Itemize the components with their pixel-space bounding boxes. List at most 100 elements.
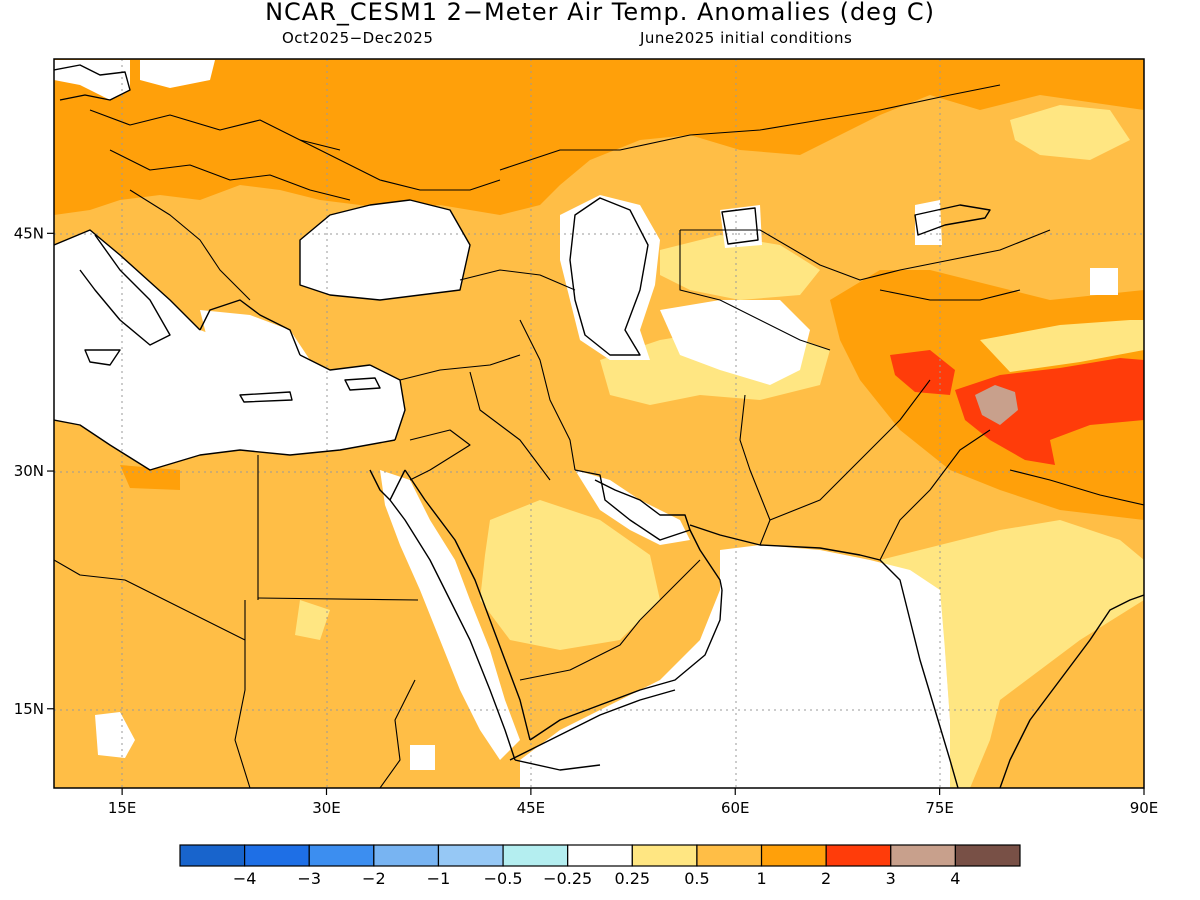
anomaly-blacksea-white (300, 200, 470, 300)
border-afghanistan-pakistan (769, 379, 931, 521)
border-iran-afghanistan (739, 394, 771, 546)
colorbar-swatch (631, 844, 698, 867)
border-caucasus (459, 269, 576, 291)
lon-tick-label: 60E (721, 799, 750, 817)
coast-sicily (84, 349, 121, 366)
coast-sinai (369, 469, 406, 501)
coast-aegean (199, 299, 301, 356)
coast-levant (369, 364, 406, 441)
border-europe-c (129, 189, 251, 301)
border-turkmenistan-uzbek (679, 230, 831, 351)
lat-tick-label: 30N (14, 462, 44, 480)
anomaly-redsea-white (380, 470, 520, 760)
coast-baltic (54, 64, 131, 101)
colorbar-label: −4 (233, 869, 257, 888)
colorbar-label: −3 (297, 869, 321, 888)
anomaly-tibet-2to3 (955, 358, 1144, 465)
coast-italy (79, 234, 171, 346)
colorbar: −4 −3 −2 −1 −0.5 −0.25 0.25 0.5 1 2 3 4 (179, 844, 1021, 888)
lon-tick-label: 30E (312, 799, 341, 817)
initial-conditions: June2025 initial conditions (640, 29, 853, 47)
border-chad-sudan (234, 640, 251, 788)
map-frame (53, 58, 1145, 789)
anomaly-sahara-strip-1to2 (120, 465, 180, 490)
border-jordan-saudi (409, 429, 471, 481)
colorbar-label: 4 (950, 869, 960, 888)
coastlines (54, 64, 1144, 788)
coast-red-sea-east (404, 469, 531, 741)
coast-iran-pakistan (689, 524, 881, 561)
coast-adriatic (54, 229, 201, 331)
colorbar-swatch (502, 844, 569, 867)
colorbar-label: 3 (886, 869, 896, 888)
colorbar-label: 0.5 (684, 869, 709, 888)
anomaly-karakoram-3to4 (975, 385, 1018, 425)
coast-cyprus (344, 377, 381, 391)
anomaly-arabia-0p25 (480, 500, 660, 650)
lon-tick-label: 90E (1130, 799, 1159, 817)
colorbar-label: 2 (821, 869, 831, 888)
lon-tick-label: 45E (517, 799, 546, 817)
graticule (54, 59, 1144, 788)
anomaly-aral-white (720, 205, 762, 248)
border-ukraine-russia (299, 139, 501, 191)
colorbar-swatch (954, 844, 1021, 867)
anomaly-issykkul-white (1090, 268, 1118, 295)
coast-aral (721, 207, 759, 245)
colorbar-label: 0.25 (614, 869, 650, 888)
coast-india-east (999, 594, 1144, 788)
colorbar-swatch (308, 844, 375, 867)
anomaly-caspian-white (560, 195, 660, 360)
lat-tick-label: 15N (14, 700, 44, 718)
colorbar-swatch (567, 844, 633, 867)
border-europe-b (109, 149, 351, 201)
border-kazakh-south (680, 229, 1051, 281)
coast-balkhash (914, 204, 991, 236)
colorbar-swatch (890, 844, 956, 867)
anomaly-siberia-0p25 (1010, 105, 1130, 160)
coast-north-africa (54, 419, 396, 471)
border-sudan-ethiopia (379, 679, 416, 788)
border-turkey-syria (399, 354, 521, 381)
border-kyrgyz-china (879, 289, 1021, 301)
anomaly-nafrica-0p25 (295, 600, 330, 640)
colorbar-label: 1 (756, 869, 766, 888)
border-pakistan-india (879, 429, 991, 561)
anomaly-aegean-white (200, 310, 310, 375)
anomaly-arabiansea-white (520, 545, 950, 788)
anomaly-europe-russia-1to2 (54, 59, 1144, 215)
coast-red-sea-west (389, 499, 516, 761)
anomaly-eritrea-white (410, 745, 435, 770)
anomaly-karakum-white (660, 300, 810, 385)
anomaly-balkhash-white (915, 200, 942, 245)
colorbar-label: −2 (362, 869, 386, 888)
country-borders (54, 84, 1144, 788)
colorbar-swatch (437, 844, 504, 867)
colorbar-label: −0.5 (484, 869, 523, 888)
coast-somalia (514, 759, 601, 771)
coast-arabia-south (529, 589, 723, 741)
colorbar-swatch (825, 844, 892, 867)
anomaly-chad-white (95, 712, 135, 758)
lon-tick-label: 75E (925, 799, 954, 817)
border-syria-iraq (469, 371, 551, 481)
coast-gulf-oman (689, 529, 723, 591)
anomaly-nwrussia-white (140, 60, 215, 88)
coast-black-sea (299, 199, 471, 301)
colorbar-label: −1 (427, 869, 451, 888)
map-title: NCAR_CESM1 2−Meter Air Temp. Anomalies (… (265, 0, 935, 26)
anomaly-hindukush-2to3 (890, 350, 955, 395)
anomaly-india-0p25 (880, 520, 1144, 788)
border-russia-kazakh (499, 84, 1001, 171)
colorbar-swatch (373, 844, 440, 867)
colorbar-swatch (179, 844, 246, 867)
latitude-axis: 45N 30N 15N (14, 224, 54, 718)
coast-gulf-aden (509, 689, 676, 761)
colorbar-label: −0.25 (543, 869, 592, 888)
border-saudi-yemen (519, 619, 641, 681)
anomaly-kazakh-0p25 (660, 235, 820, 300)
border-egypt-sudan (257, 597, 419, 601)
lon-tick-label: 15E (108, 799, 137, 817)
longitude-axis: 15E 30E 45E 60E 75E 90E (108, 788, 1158, 817)
